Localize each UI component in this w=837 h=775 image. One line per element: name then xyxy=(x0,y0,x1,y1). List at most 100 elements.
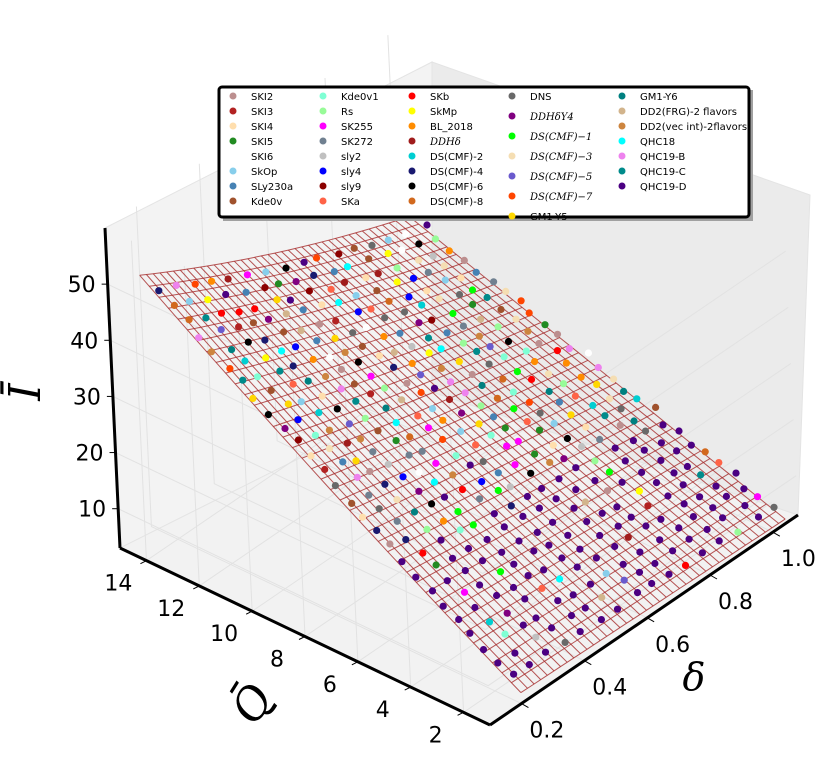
data-point xyxy=(352,457,360,465)
data-point xyxy=(478,381,486,390)
data-point xyxy=(593,380,601,388)
legend-marker xyxy=(508,92,516,100)
data-point xyxy=(289,362,297,370)
data-point xyxy=(405,451,413,459)
legend-label: GM1-Y5 xyxy=(530,212,568,223)
x-tick-mark xyxy=(646,617,655,623)
data-point xyxy=(374,270,382,278)
legend-label: SkMp xyxy=(430,107,457,118)
legend-item: Kde0v1 xyxy=(319,92,379,103)
data-point xyxy=(243,271,251,279)
data-point xyxy=(540,566,548,574)
data-point xyxy=(382,404,390,412)
x-gridline xyxy=(135,206,522,705)
data-point xyxy=(381,480,389,488)
data-point xyxy=(358,513,367,521)
data-point xyxy=(504,337,513,346)
surface-line-q xyxy=(254,306,523,406)
data-point xyxy=(524,572,532,580)
data-point xyxy=(322,372,330,381)
data-point xyxy=(207,348,216,356)
data-point xyxy=(375,505,383,513)
z-gridline xyxy=(110,306,789,518)
data-point xyxy=(519,621,527,629)
legend-item: SKa xyxy=(319,197,360,208)
data-point xyxy=(312,254,321,262)
data-point xyxy=(375,352,384,360)
data-point xyxy=(689,513,698,521)
legend-marker xyxy=(508,212,516,220)
data-point xyxy=(403,379,411,387)
data-point xyxy=(384,236,392,244)
data-point xyxy=(618,478,626,486)
data-point xyxy=(554,597,562,605)
data-point xyxy=(476,495,484,503)
data-point xyxy=(576,628,584,636)
legend-label: QHC19-D xyxy=(640,182,687,193)
data-point xyxy=(457,427,465,435)
legend-item: SKI6 xyxy=(229,152,273,163)
data-point xyxy=(490,278,498,286)
data-point xyxy=(501,424,509,432)
z-tick-label: 10 xyxy=(78,498,106,523)
x-tick-label: 0.4 xyxy=(592,676,627,701)
legend-label: DS(CMF)-4 xyxy=(430,167,483,178)
data-point xyxy=(423,287,431,295)
data-point xyxy=(594,363,602,372)
legend-item: sly9 xyxy=(319,182,361,193)
legend-item: SK255 xyxy=(319,122,373,133)
data-point xyxy=(278,347,286,355)
data-point xyxy=(685,535,693,543)
data-point xyxy=(249,394,257,402)
data-point xyxy=(552,495,560,503)
data-point xyxy=(525,661,533,669)
data-point xyxy=(352,292,360,300)
data-point xyxy=(443,577,451,585)
legend-marker xyxy=(229,107,237,115)
data-point xyxy=(261,284,269,292)
legend-marker xyxy=(408,92,416,100)
legend-label: DS(CMF)-2 xyxy=(430,152,483,163)
data-point xyxy=(502,287,510,295)
surface-line-q xyxy=(244,299,513,396)
data-point xyxy=(441,276,449,284)
data-point xyxy=(527,375,536,384)
legend-item: QHC19-D xyxy=(618,182,687,193)
legend-marker xyxy=(508,172,516,180)
data-point xyxy=(262,354,270,362)
data-point xyxy=(560,455,568,463)
z-axis-label-text: Ī xyxy=(0,381,51,402)
data-point xyxy=(603,487,612,495)
scatter-points xyxy=(155,221,778,678)
data-point xyxy=(310,271,318,279)
data-point xyxy=(701,448,709,456)
data-point xyxy=(478,557,487,565)
data-point xyxy=(315,409,323,417)
legend-marker xyxy=(618,182,626,190)
data-point xyxy=(621,457,629,465)
legend-marker xyxy=(618,107,626,115)
surface-line-q xyxy=(444,458,711,614)
data-point xyxy=(616,421,624,429)
data-point xyxy=(439,602,447,610)
data-point xyxy=(208,277,216,285)
data-point xyxy=(555,398,564,406)
data-point xyxy=(261,336,269,344)
data-point xyxy=(428,500,436,508)
surface-line-q xyxy=(435,450,701,604)
data-point xyxy=(605,468,614,476)
y-tick-label: 4 xyxy=(376,698,390,723)
z-tick-label: 40 xyxy=(70,329,98,354)
data-point xyxy=(398,396,406,404)
y-axis-label: Q̄ xyxy=(220,674,284,733)
legend-marker xyxy=(408,122,416,130)
data-point xyxy=(461,389,469,397)
data-point xyxy=(490,510,498,518)
data-point xyxy=(509,670,518,678)
data-point xyxy=(605,395,614,403)
data-point xyxy=(553,330,562,338)
data-point xyxy=(386,540,394,548)
z-tick-label: 30 xyxy=(73,385,101,410)
data-point xyxy=(415,256,423,264)
legend-label: DNS xyxy=(530,92,552,103)
